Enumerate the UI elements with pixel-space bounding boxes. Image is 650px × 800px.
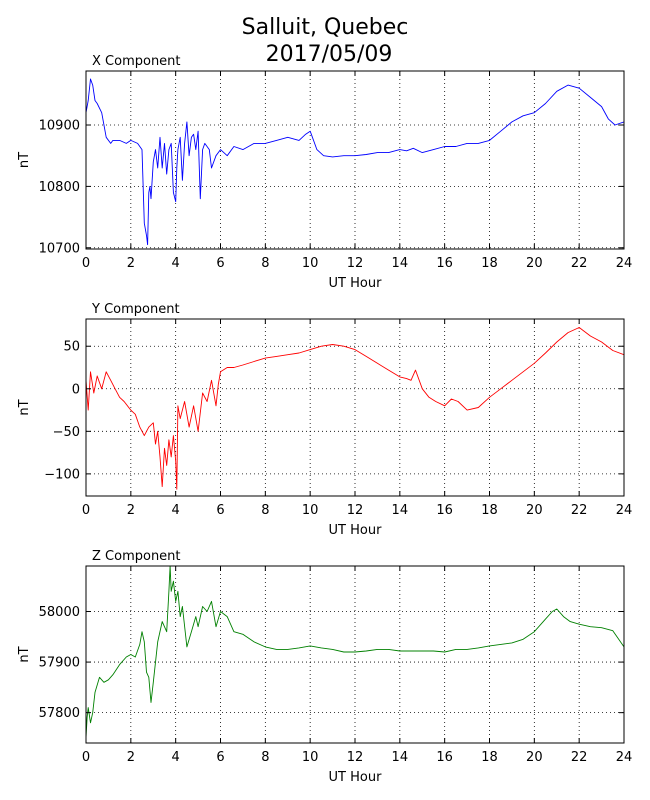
x-tick-label: 18 (481, 750, 498, 765)
y-component-y-axis-label: nT (17, 399, 32, 415)
x-tick-label: 22 (571, 256, 588, 271)
y-tick-label: 10900 (39, 119, 80, 134)
x-tick-label: 16 (436, 750, 453, 765)
x-tick-label: 6 (216, 750, 224, 765)
x-tick-label: 14 (392, 256, 409, 271)
y-component-title: Y Component (91, 302, 180, 317)
x-tick-label: 0 (82, 503, 90, 518)
figure-title-line-2: 2017/05/09 (266, 42, 393, 67)
z-component-title: Z Component (92, 549, 181, 564)
x-tick-label: 14 (392, 750, 409, 765)
x-component-title: X Component (92, 54, 181, 69)
z-component-y-axis-label: nT (17, 646, 32, 662)
z-component-x-axis-label: UT Hour (329, 770, 383, 785)
x-tick-label: 10 (302, 750, 319, 765)
x-tick-label: 12 (347, 503, 364, 518)
x-tick-label: 6 (216, 256, 224, 271)
x-tick-label: 18 (481, 503, 498, 518)
x-tick-label: 2 (127, 256, 135, 271)
x-tick-label: 4 (172, 750, 180, 765)
x-tick-label: 22 (571, 750, 588, 765)
figure-title-line-1: Salluit, Quebec (242, 15, 409, 40)
y-tick-label: −50 (53, 425, 80, 440)
x-tick-label: 18 (481, 256, 498, 271)
x-tick-label: 24 (616, 750, 633, 765)
x-tick-label: 14 (392, 503, 409, 518)
y-tick-label: 57900 (39, 656, 80, 671)
x-tick-label: 2 (127, 750, 135, 765)
x-tick-label: 16 (436, 503, 453, 518)
x-tick-label: 0 (82, 256, 90, 271)
z-component-series-line (86, 566, 624, 738)
x-tick-label: 12 (347, 256, 364, 271)
x-tick-label: 8 (261, 503, 269, 518)
x-tick-label: 24 (616, 503, 633, 518)
x-component-series-line (86, 78, 624, 246)
x-tick-label: 20 (526, 750, 543, 765)
x-tick-label: 8 (261, 256, 269, 271)
y-tick-label: 10700 (39, 241, 80, 256)
x-tick-label: 20 (526, 503, 543, 518)
x-tick-label: 12 (347, 750, 364, 765)
x-tick-label: 4 (172, 503, 180, 518)
x-tick-label: 10 (302, 503, 319, 518)
y-tick-label: 58000 (39, 605, 80, 620)
y-tick-label: 0 (72, 382, 80, 397)
x-tick-label: 4 (172, 256, 180, 271)
x-tick-label: 8 (261, 750, 269, 765)
x-tick-label: 0 (82, 750, 90, 765)
x-component-y-axis-label: nT (17, 152, 32, 168)
x-tick-label: 24 (616, 256, 633, 271)
x-tick-label: 6 (216, 503, 224, 518)
y-component-x-axis-label: UT Hour (329, 523, 383, 538)
y-tick-label: 57800 (39, 706, 80, 721)
x-tick-label: 10 (302, 256, 319, 271)
y-tick-label: 50 (63, 340, 80, 355)
x-tick-label: 16 (436, 256, 453, 271)
x-tick-label: 22 (571, 503, 588, 518)
x-tick-label: 20 (526, 256, 543, 271)
y-component-series-line (86, 327, 624, 490)
x-component-x-axis-label: UT Hour (329, 276, 383, 291)
x-tick-label: 2 (127, 503, 135, 518)
y-tick-label: −100 (44, 467, 80, 482)
y-tick-label: 10800 (39, 180, 80, 195)
